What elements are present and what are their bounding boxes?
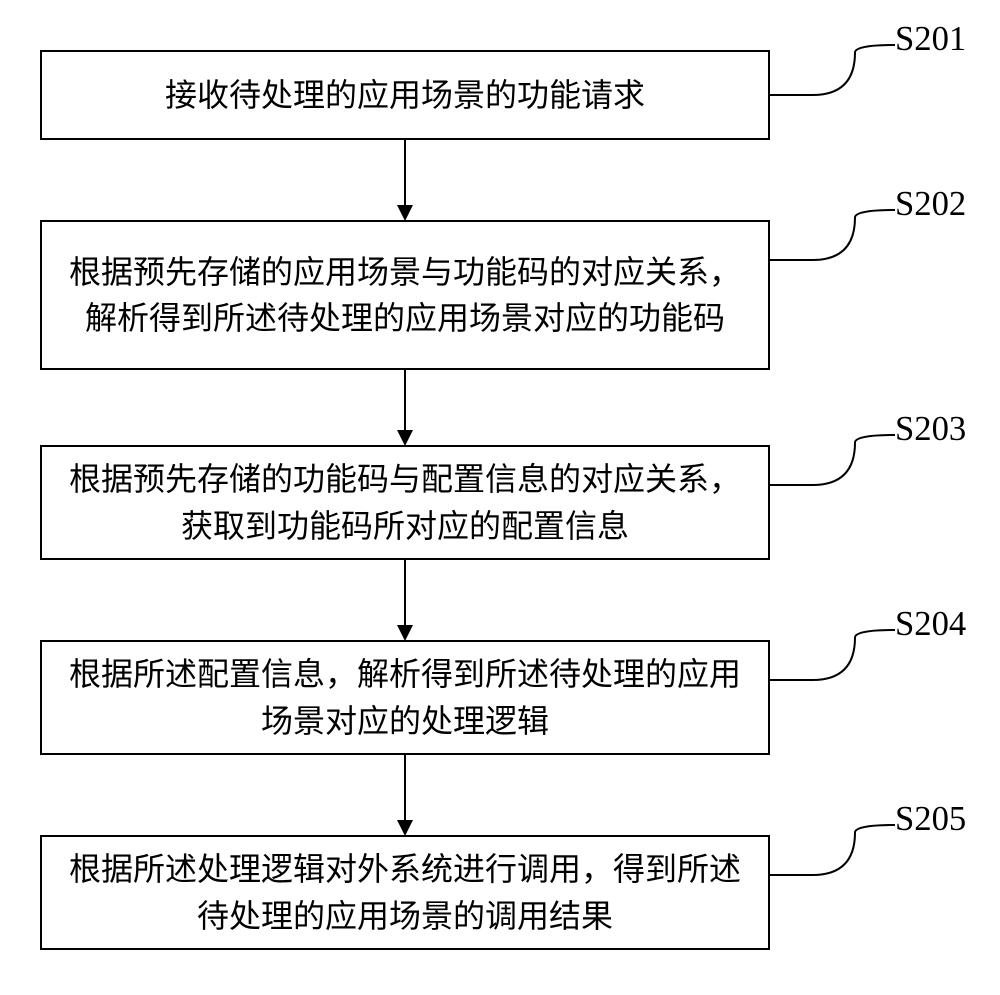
flowchart-node-text: 根据预先存储的功能码与配置信息的对应关系，获取到功能码所对应的配置信息 [62, 456, 748, 549]
flowchart-node-text: 根据所述配置信息，解析得到所述待处理的应用场景对应的处理逻辑 [62, 651, 748, 744]
flowchart-node-s202: 根据预先存储的应用场景与功能码的对应关系，解析得到所述待处理的应用场景对应的功能… [40, 220, 770, 370]
flowchart-node-text: 根据所述处理逻辑对外系统进行调用，得到所述待处理的应用场景的调用结果 [62, 846, 748, 939]
flowchart-node-text: 根据预先存储的应用场景与功能码的对应关系，解析得到所述待处理的应用场景对应的功能… [62, 249, 748, 342]
flowchart-step-label-s203: S203 [895, 410, 966, 449]
flowchart-node-text: 接收待处理的应用场景的功能请求 [165, 72, 645, 118]
flowchart-canvas: 接收待处理的应用场景的功能请求 S201 根据预先存储的应用场景与功能码的对应关系，… [0, 0, 1000, 995]
connector-curve-s201 [765, 40, 900, 100]
flowchart-node-s204: 根据所述配置信息，解析得到所述待处理的应用场景对应的处理逻辑 [40, 640, 770, 755]
flowchart-arrow-s203-s204 [390, 560, 420, 642]
flowchart-step-label-s204: S204 [895, 605, 966, 644]
connector-curve-s205 [765, 820, 900, 880]
flowchart-node-s205: 根据所述处理逻辑对外系统进行调用，得到所述待处理的应用场景的调用结果 [40, 835, 770, 950]
connector-curve-s202 [765, 205, 900, 265]
flowchart-step-label-s202: S202 [895, 185, 966, 224]
flowchart-step-label-s201: S201 [895, 20, 966, 59]
connector-curve-s204 [765, 625, 900, 685]
flowchart-arrow-s204-s205 [390, 755, 420, 837]
flowchart-node-s203: 根据预先存储的功能码与配置信息的对应关系，获取到功能码所对应的配置信息 [40, 445, 770, 560]
flowchart-step-label-s205: S205 [895, 800, 966, 839]
flowchart-node-s201: 接收待处理的应用场景的功能请求 [40, 50, 770, 140]
flowchart-arrow-s202-s203 [390, 370, 420, 447]
connector-curve-s203 [765, 430, 900, 490]
flowchart-arrow-s201-s202 [390, 140, 420, 222]
